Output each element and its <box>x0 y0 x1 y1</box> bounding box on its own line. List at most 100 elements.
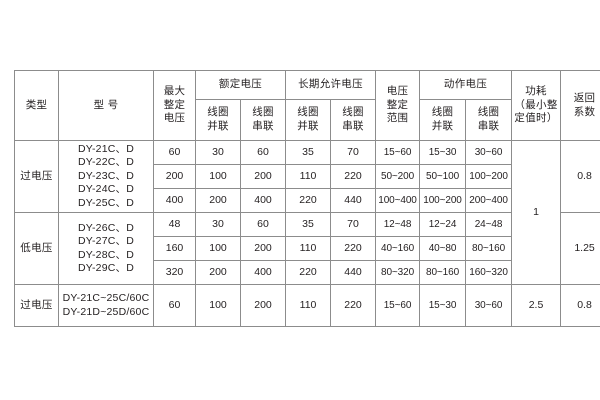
cell-rated-parallel: 200 <box>195 260 241 285</box>
group-type-overvoltage-2: 过电压 <box>14 284 59 327</box>
model-line: DY-21D~25D/60C <box>62 305 150 318</box>
header-return-coefficient: 返回 系数 <box>560 70 600 141</box>
cell-long-series: 70 <box>330 140 377 165</box>
cell-rated-series: 400 <box>239 260 287 285</box>
cell-action-parallel: 15~30 <box>419 140 467 165</box>
header-voltage-setting-range-line1: 电压 <box>386 84 409 97</box>
group-models-overvoltage-1: DY-21C、D DY-22C、D DY-23C、D DY-24C、D DY-2… <box>58 140 154 213</box>
header-power-consumption: 功耗 （最小整 定值时） <box>511 70 562 141</box>
cell-max-setting-voltage: 400 <box>153 188 196 213</box>
header-long-coil-parallel: 线圈 并联 <box>285 99 332 141</box>
header-max-setting-voltage-line3: 电压 <box>163 112 186 125</box>
cell-long-series: 220 <box>330 284 377 327</box>
header-rated-coil-parallel-line1: 线圈 <box>207 106 229 119</box>
cell-power-consumption-merged: 1 <box>511 140 562 285</box>
header-rated-voltage: 额定电压 <box>194 70 287 100</box>
header-action-coil-series: 线圈 串联 <box>465 99 513 141</box>
cell-setting-range: 80~320 <box>375 260 421 285</box>
header-power-consumption-line1: 功耗 <box>525 84 547 97</box>
cell-setting-range: 40~160 <box>375 236 421 261</box>
header-action-coil-parallel-line2: 并联 <box>431 120 454 132</box>
table-row: 320 200 400 220 440 80~320 80~160 160~32… <box>15 260 600 285</box>
model-line: DY-25C、D <box>77 196 135 209</box>
header-rated-coil-series-line2: 串联 <box>252 120 274 132</box>
cell-long-parallel: 35 <box>285 212 332 237</box>
cell-rated-parallel: 30 <box>195 140 241 165</box>
cell-rated-series: 60 <box>239 212 287 237</box>
header-rated-coil-parallel-line2: 并联 <box>207 120 229 132</box>
table-row: 过电压 DY-21C、D DY-22C、D DY-23C、D DY-24C、D … <box>14 140 600 285</box>
header-long-coil-parallel-line2: 并联 <box>297 120 319 132</box>
cell-rated-series: 200 <box>239 284 287 327</box>
model-line: DY-27C、D <box>77 235 135 248</box>
cell-action-parallel: 50~100 <box>419 164 467 189</box>
model-line: DY-29C、D <box>77 261 135 274</box>
header-power-consumption-line3: 定值时） <box>514 112 558 125</box>
cell-setting-range: 100~400 <box>375 188 421 213</box>
cell-max-setting-voltage: 48 <box>153 212 196 237</box>
model-line: DY-22C、D <box>77 156 135 169</box>
cell-long-parallel: 110 <box>285 284 332 327</box>
table-row: 160 100 200 110 220 40~160 40~80 80~160 <box>15 236 600 261</box>
cell-return-coefficient-undervoltage: 1.25 <box>560 212 600 285</box>
header-voltage-setting-range-line2: 整定 <box>386 98 409 111</box>
cell-action-series: 160~320 <box>465 260 513 285</box>
cell-action-series: 200~400 <box>465 188 513 213</box>
cell-setting-range: 12~48 <box>375 212 421 237</box>
cell-action-parallel: 15~30 <box>419 284 467 327</box>
cell-max-setting-voltage: 60 <box>153 140 196 165</box>
header-rated-coil-parallel: 线圈 并联 <box>195 99 241 141</box>
cell-return-coefficient-overvoltage: 0.8 <box>560 140 600 213</box>
cell-rated-parallel: 30 <box>195 212 241 237</box>
cell-action-parallel: 12~24 <box>419 212 467 237</box>
header-model: 型 号 <box>58 70 154 141</box>
header-return-coefficient-line1: 返回 <box>573 91 596 104</box>
model-line: DY-24C、D <box>77 183 135 196</box>
cell-long-parallel: 110 <box>285 164 332 189</box>
header-action-coil-series-line2: 串联 <box>477 120 500 132</box>
model-line: DY-26C、D <box>77 221 135 234</box>
cell-action-series: 30~60 <box>465 284 513 327</box>
cell-long-parallel: 110 <box>285 236 332 261</box>
model-line: DY-21C、D <box>77 142 135 155</box>
cell-rated-parallel: 100 <box>195 284 241 327</box>
header-max-setting-voltage: 最大 整定 电压 <box>153 70 196 141</box>
header-long-coil-series-line2: 串联 <box>342 120 364 132</box>
cell-long-series: 220 <box>330 236 377 261</box>
cell-long-series: 440 <box>330 188 377 213</box>
model-line: DY-28C、D <box>77 248 135 261</box>
header-power-consumption-line2: （最小整 <box>514 98 558 111</box>
cell-setting-range: 50~200 <box>375 164 421 189</box>
header-max-setting-voltage-line2: 整定 <box>163 98 186 111</box>
cell-rated-parallel: 200 <box>195 188 241 213</box>
group-models-overvoltage-2: DY-21C~25C/60C DY-21D~25D/60C <box>58 284 154 327</box>
header-long-coil-parallel-line1: 线圈 <box>297 106 319 119</box>
cell-action-parallel: 80~160 <box>419 260 467 285</box>
cell-long-series: 70 <box>330 212 377 237</box>
header-long-term-voltage: 长期允许电压 <box>285 70 377 100</box>
header-max-setting-voltage-line1: 最大 <box>163 84 186 97</box>
cell-long-series: 220 <box>330 164 377 189</box>
table-row: 过电压 DY-21C~25C/60C DY-21D~25D/60C 60 100… <box>14 284 600 327</box>
cell-action-series: 100~200 <box>465 164 513 189</box>
cell-rated-parallel: 100 <box>195 164 241 189</box>
cell-action-series: 24~48 <box>465 212 513 237</box>
model-line: DY-23C、D <box>77 169 135 182</box>
cell-rated-parallel: 100 <box>195 236 241 261</box>
group-type-undervoltage: 低电压 <box>14 212 59 285</box>
cell-rated-series: 200 <box>239 164 287 189</box>
header-action-coil-parallel-line1: 线圈 <box>431 106 454 119</box>
cell-long-parallel: 35 <box>285 140 332 165</box>
header-long-coil-series: 线圈 串联 <box>330 99 377 141</box>
header-action-voltage: 动作电压 <box>419 70 513 100</box>
relay-specification-table: 类型 型 号 最大 整定 电压 额定电压 长期允许电压 电压 整定 范围 动作电… <box>14 70 600 327</box>
header-action-coil-series-line1: 线圈 <box>477 106 500 119</box>
cell-action-series: 30~60 <box>465 140 513 165</box>
header-type: 类型 <box>14 70 59 141</box>
cell-action-parallel: 40~80 <box>419 236 467 261</box>
header-row-primary: 类型 型 号 最大 整定 电压 额定电压 长期允许电压 电压 整定 范围 动作电… <box>14 70 600 141</box>
cell-max-setting-voltage: 60 <box>153 284 196 327</box>
cell-return-coefficient-last: 0.8 <box>560 284 600 327</box>
header-return-coefficient-line2: 系数 <box>573 105 596 118</box>
